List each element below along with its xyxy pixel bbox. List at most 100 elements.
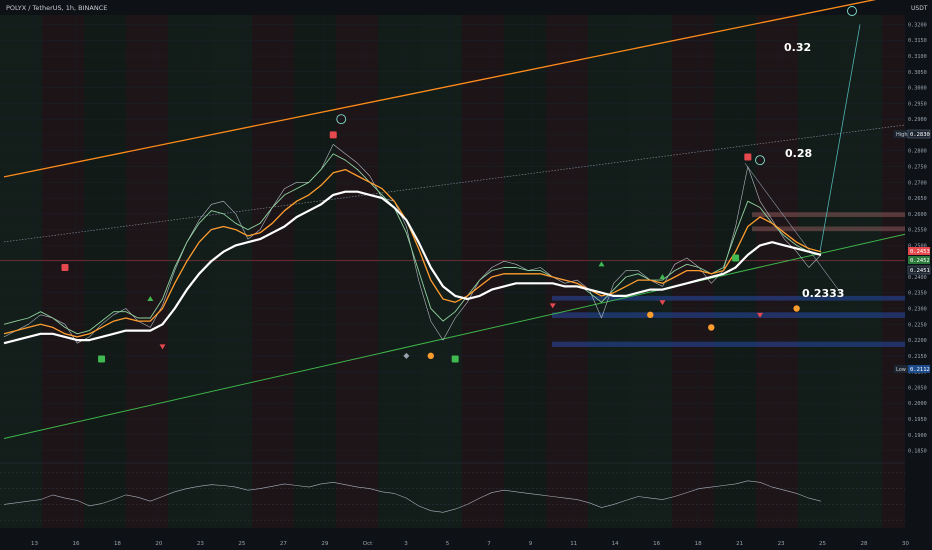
price-series bbox=[3, 144, 822, 345]
price-tick-label: 0.2900 bbox=[908, 117, 927, 123]
low-tag-text: Low bbox=[896, 367, 906, 373]
resistance-zone bbox=[752, 212, 905, 217]
grid-lines bbox=[0, 15, 906, 528]
sun-signal-icon bbox=[427, 352, 434, 360]
session-band bbox=[126, 15, 168, 528]
price-tick-label: 0.2050 bbox=[908, 385, 927, 391]
price-tick-label: 0.3150 bbox=[908, 38, 927, 44]
session-band bbox=[840, 15, 882, 528]
time-tick-label: 20 bbox=[155, 541, 162, 547]
resistance-zone bbox=[752, 226, 905, 232]
support-resistance-zones bbox=[0, 212, 905, 348]
mid-ma-line bbox=[3, 168, 822, 338]
support-zone bbox=[552, 341, 905, 348]
session-band bbox=[252, 15, 294, 528]
high-tag-badge bbox=[894, 130, 908, 138]
price-tick-label: 0.2150 bbox=[908, 354, 927, 360]
session-band bbox=[42, 15, 84, 528]
bear-signal-icon bbox=[61, 263, 69, 271]
target-high-label: 0.32 bbox=[784, 41, 811, 54]
price-tick-label: 0.3100 bbox=[908, 54, 927, 60]
price-tick-label: 0.1950 bbox=[908, 417, 927, 423]
support-zone bbox=[552, 312, 905, 318]
price-tick-label: 0.2350 bbox=[908, 291, 927, 297]
session-band bbox=[84, 15, 126, 528]
sell-arrow-icon bbox=[659, 300, 666, 306]
currency-label: USDT bbox=[911, 5, 928, 12]
last-price-badge bbox=[908, 247, 930, 255]
time-tick-label: 14 bbox=[612, 541, 619, 547]
target-low-label: 0.2333 bbox=[802, 287, 844, 300]
projection-line bbox=[744, 163, 844, 297]
fast-ma-line bbox=[3, 153, 822, 335]
time-tick-label: 3 bbox=[404, 541, 408, 547]
price-tick-label: 0.2600 bbox=[908, 212, 927, 218]
lower-channel-line bbox=[3, 233, 906, 440]
symbol-title: POLYX / TetherUS, 1h, BINANCE bbox=[6, 4, 107, 12]
slow-ma-line bbox=[3, 190, 822, 345]
snowflake-icon bbox=[336, 114, 347, 125]
mid-price-text: 0.2452 bbox=[910, 258, 930, 264]
sell-arrow-icon bbox=[549, 303, 556, 309]
signal-markers bbox=[61, 6, 857, 363]
price-tick-label: 0.2250 bbox=[908, 322, 927, 328]
sun-signal-icon bbox=[647, 311, 654, 319]
time-tick-label: Oct bbox=[363, 541, 373, 547]
session-band bbox=[336, 15, 378, 528]
diamond-icon bbox=[403, 352, 410, 359]
price-tick-label: 0.2800 bbox=[908, 149, 927, 155]
time-axis[interactable]: 13 16 18 20 23 25 27 29 Oct 3 5 7 9 11 14 16 18 21 23 25 28 3… bbox=[0, 536, 932, 550]
mid-price-badge bbox=[908, 256, 930, 264]
target-mid-label: 0.28 bbox=[785, 147, 812, 160]
bid-price-badge bbox=[907, 265, 931, 275]
session-band bbox=[378, 15, 420, 528]
high-value-text: 0.2830 bbox=[910, 132, 930, 138]
buy-arrow-icon bbox=[147, 296, 154, 302]
price-tick-label: 0.2000 bbox=[908, 401, 927, 407]
bid-price-text: 0.2451 bbox=[910, 268, 930, 274]
session-band bbox=[420, 15, 462, 528]
price-tick-label: 0.2400 bbox=[908, 275, 927, 281]
session-band bbox=[462, 15, 504, 528]
sell-arrow-icon bbox=[159, 344, 166, 350]
price-tick-label: 0.2650 bbox=[908, 196, 927, 202]
time-tick-label: 23 bbox=[778, 541, 785, 547]
session-band bbox=[630, 15, 672, 528]
sun-signal-icon bbox=[708, 324, 715, 331]
snowflake-icon bbox=[755, 155, 765, 166]
projection-arrow bbox=[819, 24, 861, 252]
time-tick-label: 16 bbox=[72, 541, 79, 547]
high-value-badge bbox=[907, 129, 931, 139]
bear-signal-icon bbox=[329, 131, 337, 139]
upper-channel-line bbox=[3, 0, 877, 178]
session-band bbox=[588, 15, 630, 528]
sell-arrow-icon bbox=[757, 312, 764, 318]
price-axis[interactable]: 0.3200 0.3150 0.3100 0.3050 0.3000 0.2950 0.29… bbox=[905, 0, 932, 550]
time-tick-label: 18 bbox=[114, 541, 121, 547]
session-band bbox=[546, 15, 588, 528]
price-tick-label: 0.1850 bbox=[908, 449, 927, 455]
high-tag-text: High bbox=[896, 132, 908, 138]
bear-signal-icon bbox=[744, 153, 752, 161]
price-tick-label: 0.1900 bbox=[908, 433, 927, 439]
time-tick-label: 29 bbox=[321, 541, 328, 547]
price-tick-label: 0.3200 bbox=[908, 22, 927, 28]
price-tick-label: 0.2500 bbox=[908, 243, 927, 249]
bull-signal-icon bbox=[732, 254, 740, 262]
session-band bbox=[504, 15, 546, 528]
low-tag-badge bbox=[894, 365, 908, 373]
price-tick-label: 0.3050 bbox=[908, 70, 927, 76]
time-tick-label: 25 bbox=[819, 541, 826, 547]
buy-arrow-icon bbox=[598, 261, 605, 267]
session-band bbox=[210, 15, 252, 528]
bull-signal-icon bbox=[98, 355, 106, 363]
session-band bbox=[0, 15, 42, 528]
bull-signal-icon bbox=[451, 355, 459, 363]
snowflake-icon bbox=[847, 6, 857, 16]
price-tick-label: 0.2750 bbox=[908, 164, 927, 170]
price-tick-label: 0.2950 bbox=[908, 101, 927, 107]
time-tick-label: 5 bbox=[446, 541, 450, 547]
time-tick-label: 21 bbox=[736, 541, 743, 547]
price-axis-background bbox=[905, 0, 932, 550]
